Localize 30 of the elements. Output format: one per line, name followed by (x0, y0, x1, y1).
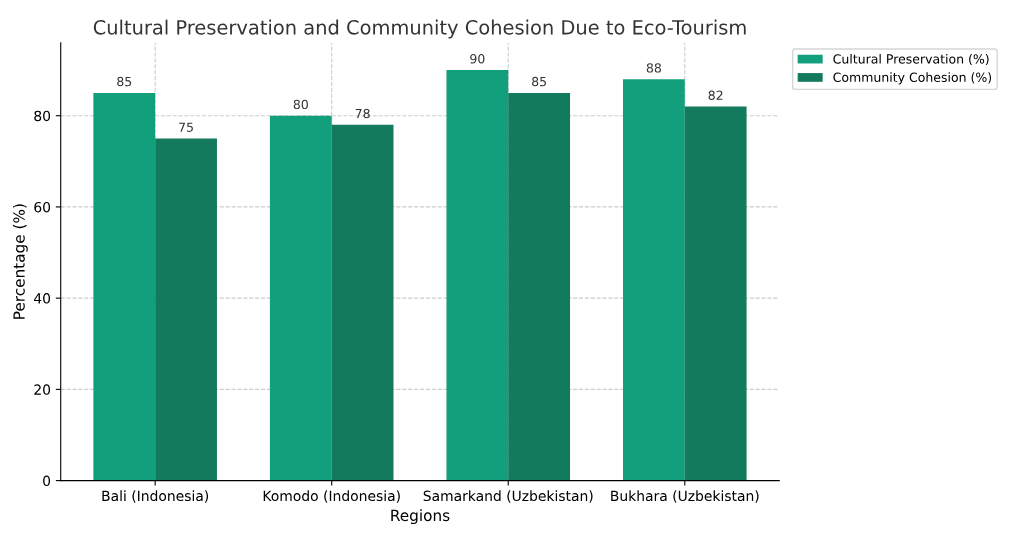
x-tick-label: Bukhara (Uzbekistan) (611, 490, 759, 503)
data-label: 85 (117, 76, 132, 87)
y-tick-label: 60 (34, 201, 51, 213)
y-axis-title: Percentage (%) (13, 204, 28, 319)
x-axis-title: Regions (391, 509, 450, 525)
bar (508, 92, 571, 481)
legend-label: Community Cohesion (%) (833, 72, 992, 85)
y-tick-label: 80 (34, 110, 51, 122)
bar (684, 106, 747, 481)
data-label: 90 (470, 54, 485, 64)
bar (623, 79, 685, 481)
legend-label: Cultural Preservation (%) (833, 53, 989, 66)
bar (446, 70, 509, 481)
data-label: 75 (179, 122, 193, 132)
chart-title: Cultural Preservation and Community Cohesion Due to Eco-Tourism (93, 19, 746, 39)
x-tick-label: Komodo (Indonesia) (263, 490, 400, 503)
y-tick-label: 40 (34, 293, 51, 304)
data-label: 85 (532, 76, 547, 87)
y-tick-label: 0 (43, 475, 51, 487)
x-tick-label: Samarkand (Uzbekistan) (423, 490, 593, 503)
data-label: 88 (646, 63, 661, 73)
data-label: 82 (708, 90, 723, 100)
data-label: 78 (355, 108, 370, 119)
bar (93, 92, 156, 481)
y-tick-label: 20 (34, 384, 51, 395)
bar (155, 138, 217, 481)
data-label: 80 (293, 99, 308, 110)
bar (269, 115, 332, 481)
x-tick-label: Bali (Indonesia) (102, 490, 209, 503)
bar (331, 124, 394, 481)
